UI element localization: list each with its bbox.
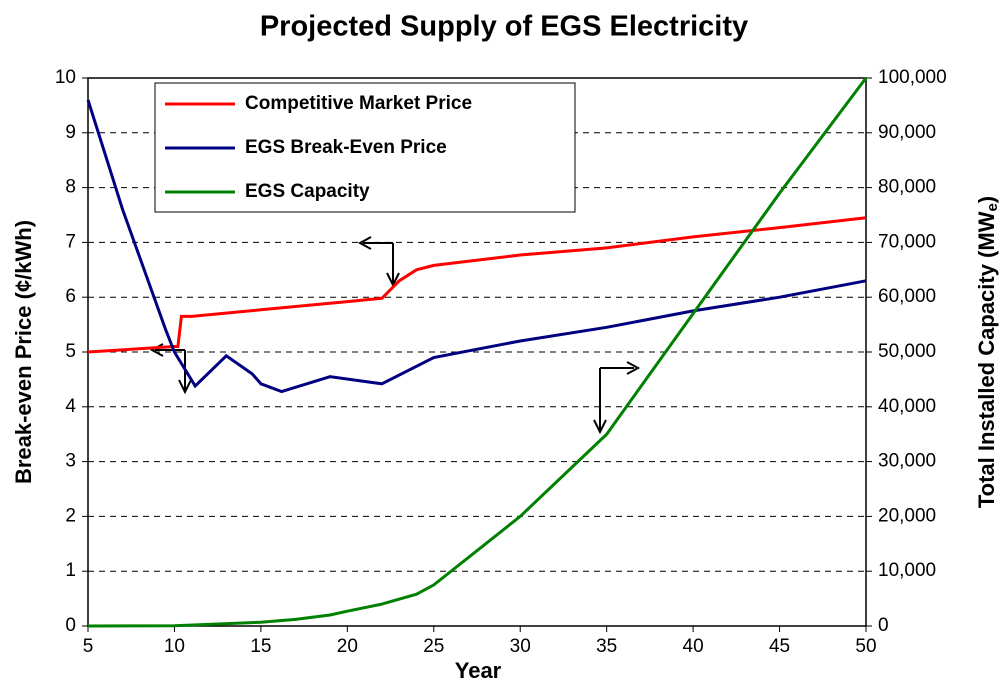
y2-tick-label: 40,000 [878, 396, 936, 417]
y2-tick-label: 10,000 [878, 560, 936, 581]
x-tick-label: 45 [769, 636, 790, 657]
y-tick-label: 5 [65, 341, 76, 362]
y2-tick-label: 60,000 [878, 286, 936, 307]
y2-tick-label: 20,000 [878, 505, 936, 526]
legend-label: EGS Break-Even Price [245, 137, 447, 158]
y-tick-label: 6 [65, 286, 76, 307]
y-tick-label: 0 [65, 615, 76, 636]
y2-label-main: Total Installed Capacity (MW [974, 211, 999, 508]
y2-tick-label: 50,000 [878, 341, 936, 362]
x-tick-label: 50 [855, 636, 876, 657]
y-tick-label: 9 [65, 122, 76, 143]
arrow [599, 367, 634, 430]
y-tick-label: 4 [65, 396, 76, 417]
y-tick-label: 2 [65, 505, 76, 526]
y-tick-label: 3 [65, 451, 76, 472]
chart-title: Projected Supply of EGS Electricity [260, 11, 748, 43]
y2-tick-label: 30,000 [878, 451, 936, 472]
series-line [86, 99, 867, 394]
x-tick-label: 5 [83, 636, 94, 657]
legend-label: Competitive Market Price [245, 93, 472, 114]
x-tick-label: 35 [596, 636, 617, 657]
x-tick-label: 10 [164, 636, 185, 657]
x-axis-label: Year [455, 658, 502, 683]
y-tick-label: 10 [55, 67, 76, 88]
legend-label: EGS Capacity [245, 181, 370, 202]
series-line [87, 77, 868, 628]
y2-tick-label: 70,000 [878, 231, 936, 252]
y2-tick-label: 80,000 [878, 177, 936, 198]
x-tick-label: 30 [510, 636, 531, 657]
x-tick-label: 40 [683, 636, 704, 657]
y-tick-label: 7 [65, 231, 76, 252]
y2-label-sub: e [984, 203, 1001, 211]
arrow-head [593, 361, 641, 435]
y2-label-end: ) [974, 196, 999, 203]
y-axis-label: Break-even Price (¢/kWh) [11, 220, 36, 484]
y2-tick-label: 0 [878, 615, 889, 636]
y2-tick-label: 100,000 [878, 67, 947, 88]
y-tick-label: 8 [65, 177, 76, 198]
series-line [87, 216, 867, 354]
y2-axis-label: Total Installed Capacity (MWe) [974, 196, 1001, 508]
y-tick-label: 1 [65, 560, 76, 581]
arrow [363, 242, 394, 283]
x-tick-label: 15 [250, 636, 271, 657]
x-tick-label: 25 [423, 636, 444, 657]
x-tick-label: 20 [337, 636, 358, 657]
y2-tick-label: 90,000 [878, 122, 936, 143]
